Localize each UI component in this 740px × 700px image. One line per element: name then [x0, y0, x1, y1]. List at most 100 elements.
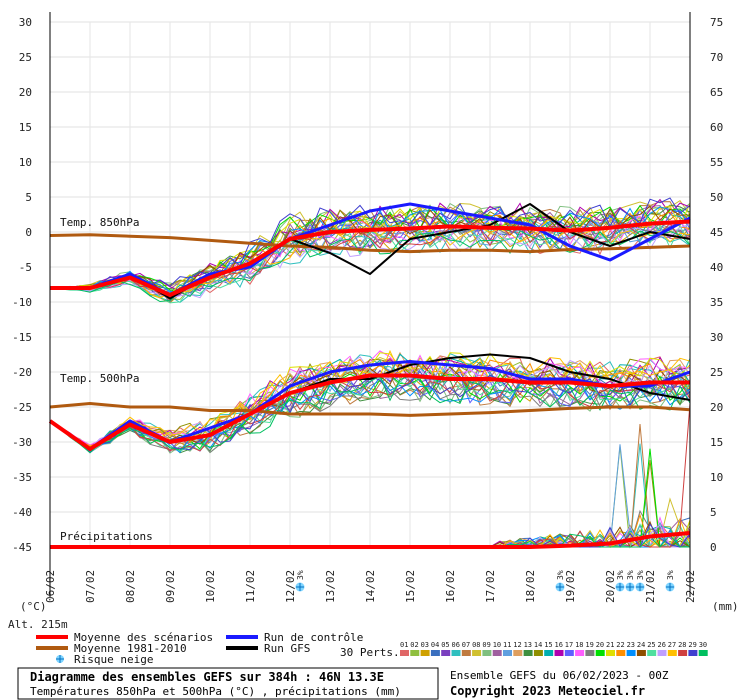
- pert-legend-swatch: [482, 650, 492, 656]
- mean-t500-line: [48, 373, 690, 451]
- pert-legend-swatch: [400, 650, 409, 656]
- pert-legend-label: 18: [575, 641, 583, 649]
- x-tick-label: 17/02: [484, 570, 497, 603]
- pert-legend-swatch: [461, 650, 471, 656]
- x-tick-label: 09/02: [164, 570, 177, 603]
- snow-risk-label: 3%: [666, 570, 675, 580]
- right-tick-label: 0: [710, 541, 717, 554]
- pert-legend-label: 09: [482, 641, 490, 649]
- left-tick-label: 25: [19, 51, 32, 64]
- x-tick-label: 15/02: [404, 570, 417, 603]
- pert-legend-swatch: [492, 650, 502, 656]
- snow-risk-label: 3%: [296, 570, 305, 580]
- left-tick-label: 10: [19, 156, 32, 169]
- altitude-label: Alt. 215m: [8, 618, 68, 631]
- x-tick-label: 20/02: [604, 570, 617, 603]
- pert-legend-swatch: [636, 650, 646, 656]
- right-tick-label: 25: [710, 366, 723, 379]
- x-tick-label: 18/02: [524, 570, 537, 603]
- pert-legend-swatch: [410, 650, 420, 656]
- x-tick-label: 13/02: [324, 570, 337, 603]
- left-tick-label: 30: [19, 16, 32, 29]
- pert-legend-swatch: [472, 650, 482, 656]
- pert-legend-label: 23: [627, 641, 635, 649]
- pert-legend-label: 02: [410, 641, 418, 649]
- right-tick-label: 70: [710, 51, 723, 64]
- chart-title: Diagramme des ensembles GEFS sur 384h : …: [30, 670, 384, 684]
- pert-legend-label: 22: [616, 641, 624, 649]
- x-tick-label: 21/02: [644, 570, 657, 603]
- snowflake-icon: [555, 582, 565, 592]
- pert-legend-label: 12: [513, 641, 521, 649]
- pert-28-t850: [49, 221, 691, 297]
- snowflake-icon: [625, 582, 635, 592]
- right-tick-label: 65: [710, 86, 723, 99]
- legend-climo-label: Moyenne 1981-2010: [74, 642, 187, 655]
- snowflake-icon: [635, 582, 645, 592]
- right-tick-label: 35: [710, 296, 723, 309]
- pert-legend-label: 04: [431, 641, 439, 649]
- pert-legend-swatch: [616, 650, 626, 656]
- right-tick-label: 5: [710, 506, 717, 519]
- x-tick-label: 16/02: [444, 570, 457, 603]
- left-tick-label: -10: [12, 296, 32, 309]
- left-tick-label: -5: [19, 261, 32, 274]
- pert-legend-label: 08: [472, 641, 480, 649]
- legend-gfs-label: Run GFS: [264, 642, 310, 655]
- left-tick-label: 15: [19, 121, 32, 134]
- pert-legend-swatch: [554, 650, 564, 656]
- pert-legend-swatch: [678, 650, 688, 656]
- pert-legend-label: 03: [421, 641, 429, 649]
- left-tick-label: -45: [12, 541, 32, 554]
- pert-legend-label: 21: [606, 641, 614, 649]
- pert-legend-swatch: [698, 650, 708, 656]
- snow-risk-label: 3%: [626, 570, 635, 580]
- pert-08-t850: [49, 200, 691, 294]
- right-tick-label: 20: [710, 401, 723, 414]
- snow-risk-label: 3%: [616, 570, 625, 580]
- pert-legend-swatch: [544, 650, 554, 656]
- pert-legend-label: 28: [678, 641, 686, 649]
- pert-28-t500: [49, 376, 691, 452]
- snow-risk-markers: 3% 3% 3% 3% 3% 3%: [295, 570, 675, 592]
- run-info: Ensemble GEFS du 06/02/2023 - 00Z: [450, 669, 669, 682]
- left-axis-unit: (°C): [20, 600, 47, 613]
- x-tick-label: 08/02: [124, 570, 137, 603]
- chart-axes: 302520151050-5-10-15-20-25-30-35-40-4575…: [12, 12, 723, 603]
- left-tick-label: 0: [25, 226, 32, 239]
- pert-legend-label: 29: [688, 641, 696, 649]
- snowflake-icon: [56, 655, 64, 663]
- pert-legend-label: 25: [647, 641, 655, 649]
- left-tick-label: -30: [12, 436, 32, 449]
- pert-legend-swatch: [595, 650, 605, 656]
- right-tick-label: 15: [710, 436, 723, 449]
- pert-legend-label: 01: [400, 641, 408, 649]
- pert-29-t850: [49, 197, 691, 289]
- snowflake-icon: [665, 582, 675, 592]
- pert-legend-swatch: [657, 650, 667, 656]
- pert-legend-label: 14: [534, 641, 542, 649]
- pert-legend-swatch: [688, 650, 698, 656]
- pert-legend-swatch: [606, 650, 615, 656]
- right-axis-unit: (mm): [712, 600, 739, 613]
- pert-legend-swatch: [647, 650, 657, 656]
- right-tick-label: 30: [710, 331, 723, 344]
- pert-legend-label: 13: [524, 641, 532, 649]
- mean-precip-line: [50, 531, 691, 549]
- left-tick-label: -25: [12, 401, 32, 414]
- pert-legend-swatch: [564, 650, 574, 656]
- pert-22-t500: [49, 358, 691, 451]
- left-tick-label: -35: [12, 471, 32, 484]
- pert-legend-label: 16: [555, 641, 563, 649]
- right-tick-label: 60: [710, 121, 723, 134]
- pert-legend-label: 30: [699, 641, 707, 649]
- pert-legend-swatch: [451, 650, 461, 656]
- pert-legend-label: 06: [452, 641, 460, 649]
- climo-t500-line: [49, 402, 691, 417]
- x-tick-label: 12/02: [284, 570, 297, 603]
- x-tick-label: 14/02: [364, 570, 377, 603]
- pert-legend-label: 27: [668, 641, 676, 649]
- pert-legend-swatch: [420, 650, 430, 656]
- label-t500: Temp. 500hPa: [60, 372, 139, 385]
- perturbation-legend: 01 02 03 04 05 06 07 08 09 10 11 12 13 14 15 16 17 18 19 20…: [400, 641, 708, 656]
